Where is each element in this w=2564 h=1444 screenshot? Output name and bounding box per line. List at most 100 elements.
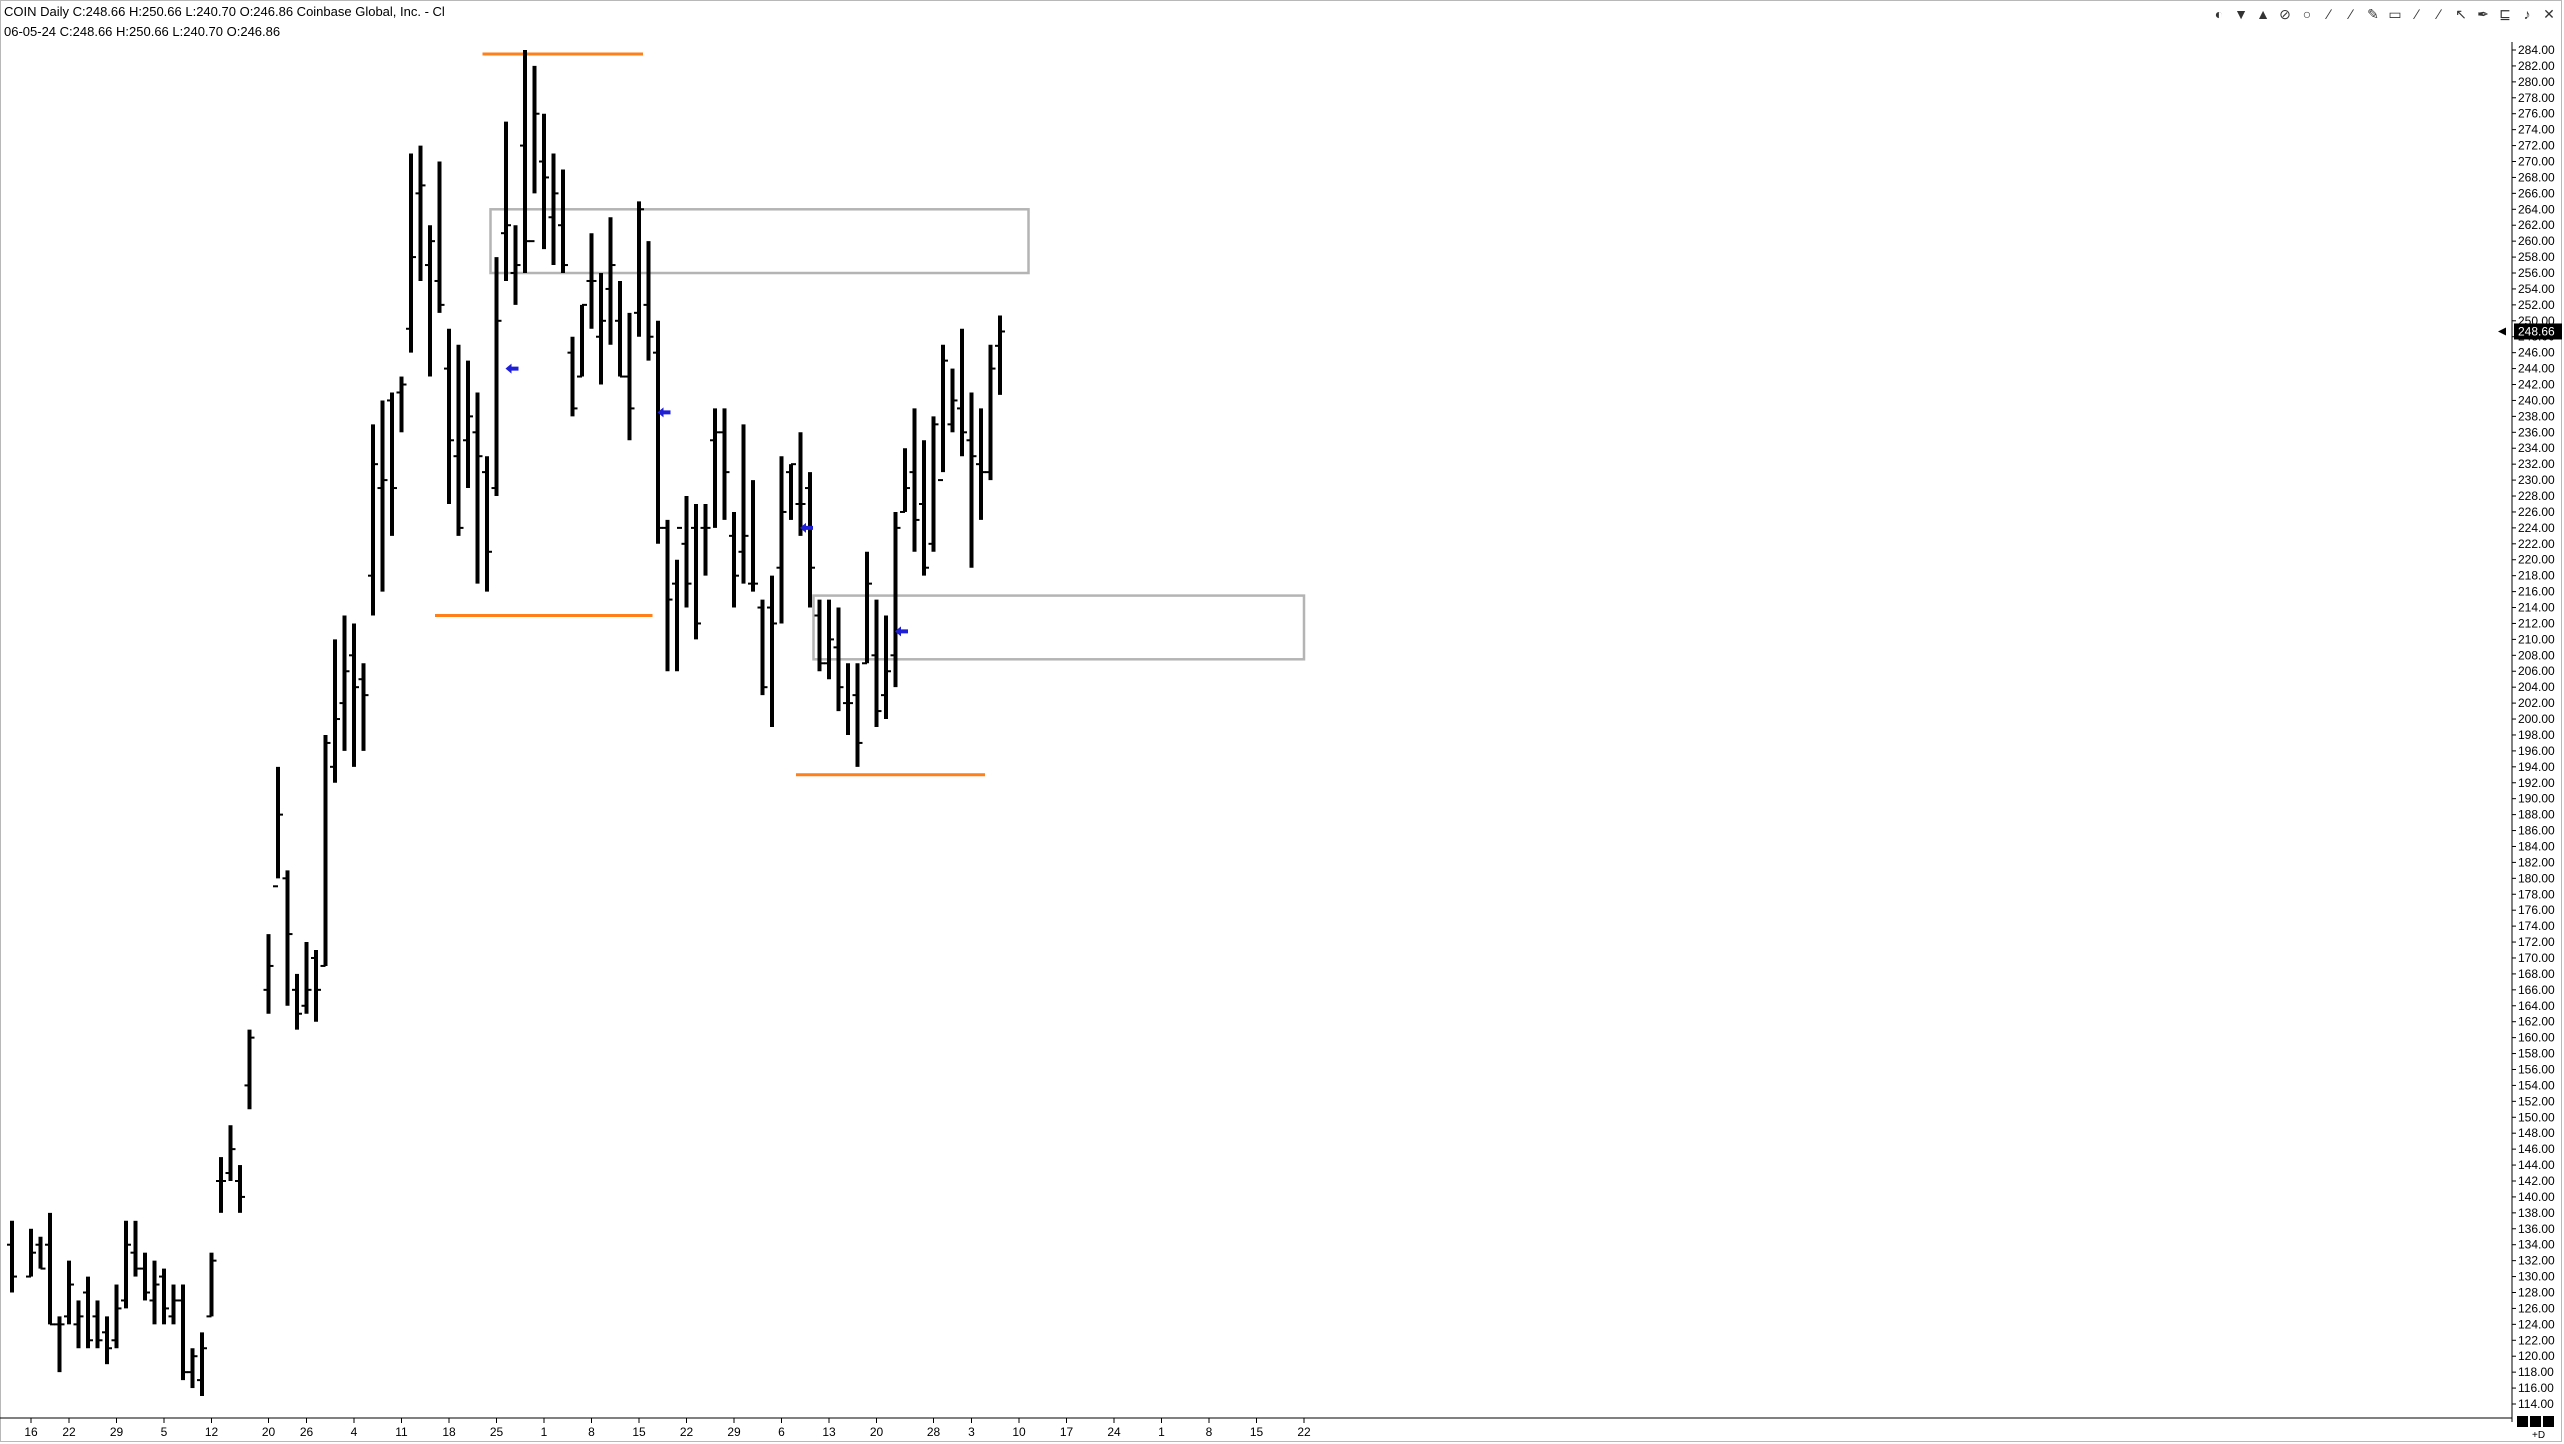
close-icon[interactable]: ✕: [2543, 6, 2555, 22]
price-tick-label: 188.00: [2518, 808, 2555, 822]
panel-medium-button[interactable]: [2530, 1416, 2541, 1427]
price-tick-label: 262.00: [2518, 218, 2555, 232]
time-tick-label: 22: [680, 1425, 694, 1439]
bracket-icon[interactable]: ⊑: [2499, 6, 2511, 22]
line-icon[interactable]: ∕: [2415, 6, 2419, 22]
price-tick-label: 160.00: [2518, 1031, 2555, 1045]
month-label: Feb: [134, 1442, 156, 1444]
price-tick-label: 258.00: [2518, 250, 2555, 264]
time-tick-label: 22: [1297, 1425, 1311, 1439]
price-tick-label: 166.00: [2518, 983, 2555, 997]
time-tick-label: 1: [1158, 1425, 1165, 1439]
panel-large-button[interactable]: [2543, 1416, 2554, 1427]
time-tick-label: 29: [727, 1425, 741, 1439]
time-tick-label: 20: [870, 1425, 884, 1439]
price-tick-label: 232.00: [2518, 457, 2555, 471]
palette-icon[interactable]: ◐: [2214, 6, 2224, 22]
price-tick-label: 170.00: [2518, 951, 2555, 965]
chart-title: COIN Daily C:248.66 H:250.66 L:240.70 O:…: [4, 4, 445, 19]
time-tick-label: 4: [351, 1425, 358, 1439]
price-tick-label: 200.00: [2518, 712, 2555, 726]
time-tick-label: 8: [1206, 1425, 1213, 1439]
line-icon[interactable]: ∕: [2437, 6, 2441, 22]
price-tick-label: 282.00: [2518, 59, 2555, 73]
price-tick-label: 154.00: [2518, 1078, 2555, 1092]
price-tick-label: 212.00: [2518, 616, 2555, 630]
time-tick-label: 6: [778, 1425, 785, 1439]
line-icon[interactable]: ∕: [2349, 6, 2353, 22]
timeframe-label[interactable]: +D: [2532, 1430, 2546, 1441]
price-tick-label: 152.00: [2518, 1094, 2555, 1108]
circle-icon[interactable]: ○: [2302, 6, 2312, 22]
chart-subtitle: 06-05-24 C:248.66 H:250.66 L:240.70 O:24…: [4, 24, 281, 39]
time-tick-label: 29: [110, 1425, 124, 1439]
price-tick-label: 128.00: [2518, 1285, 2555, 1299]
signal-arrow-icon: [895, 626, 908, 637]
time-tick-label: 15: [1250, 1425, 1264, 1439]
signal-arrow-icon: [505, 363, 519, 374]
price-tick-label: 140.00: [2518, 1190, 2555, 1204]
price-tick-label: 228.00: [2518, 489, 2555, 503]
rectangle-icon[interactable]: ▭: [2388, 6, 2402, 22]
price-tick-label: 280.00: [2518, 75, 2555, 89]
supply-demand-zone: [812, 594, 1306, 661]
price-tick-label: 126.00: [2518, 1301, 2555, 1315]
price-tick-label: 180.00: [2518, 871, 2555, 885]
price-tick-label: 260.00: [2518, 234, 2555, 248]
price-tick-label: 276.00: [2518, 107, 2555, 121]
price-tick-label: 114.00: [2518, 1397, 2554, 1411]
time-tick-label: 10: [1012, 1425, 1026, 1439]
price-tick-label: 120.00: [2518, 1349, 2555, 1363]
bell-icon[interactable]: ♪: [2523, 6, 2531, 22]
last-price-pointer-icon: [2498, 327, 2506, 336]
price-tick-label: 234.00: [2518, 441, 2555, 455]
arrow-up-icon[interactable]: ▲: [2256, 6, 2270, 22]
price-tick-label: 244.00: [2518, 362, 2555, 376]
arrow-down-icon[interactable]: ▼: [2234, 6, 2248, 22]
price-tick-label: 274.00: [2518, 123, 2555, 137]
month-label: May: [741, 1442, 766, 1444]
time-tick-label: 20: [262, 1425, 276, 1439]
pencil-icon[interactable]: ✎: [2367, 6, 2379, 22]
price-tick-label: 206.00: [2518, 664, 2555, 678]
time-tick-label: 16: [24, 1425, 38, 1439]
signal-arrow-icon: [657, 407, 671, 418]
drawing-toolbar: ◐ ▼ ▲ ⊘ ○ ∕ ∕ ✎ ▭ ∕ ∕ ↖ ✒ ⊑ ♪ ✕: [2210, 4, 2558, 24]
signal-arrow-icon: [800, 522, 813, 533]
price-tick-label: 184.00: [2518, 839, 2555, 853]
time-tick-label: 8: [588, 1425, 595, 1439]
price-tick-label: 218.00: [2518, 569, 2555, 583]
price-tick-label: 208.00: [2518, 648, 2555, 662]
price-tick-label: 164.00: [2518, 999, 2555, 1013]
price-tick-label: 124.00: [2518, 1317, 2555, 1331]
price-tick-label: 236.00: [2518, 425, 2555, 439]
cursor-icon[interactable]: ↖: [2455, 6, 2467, 22]
price-tick-label: 246.00: [2518, 346, 2555, 360]
price-tick-label: 168.00: [2518, 967, 2555, 981]
price-tick-label: 216.00: [2518, 585, 2555, 599]
no-entry-icon[interactable]: ⊘: [2279, 6, 2291, 22]
price-tick-label: 222.00: [2518, 537, 2555, 551]
time-tick-label: 17: [1060, 1425, 1074, 1439]
price-tick-label: 264.00: [2518, 202, 2555, 216]
panel-small-button[interactable]: [2517, 1416, 2528, 1427]
time-tick-label: 5: [161, 1425, 168, 1439]
price-tick-label: 268.00: [2518, 170, 2555, 184]
month-label: Jun: [961, 1442, 982, 1444]
price-tick-label: 190.00: [2518, 792, 2555, 806]
price-tick-label: 220.00: [2518, 553, 2555, 567]
price-tick-label: 278.00: [2518, 91, 2555, 105]
price-tick-label: 182.00: [2518, 855, 2555, 869]
panel-size-buttons[interactable]: [2517, 1416, 2554, 1427]
price-tick-label: 174.00: [2518, 919, 2555, 933]
price-tick-label: 156.00: [2518, 1062, 2555, 1076]
month-label: Jul: [1153, 1442, 1170, 1444]
brush-icon[interactable]: ✒: [2477, 6, 2489, 22]
line-icon[interactable]: ∕: [2327, 6, 2331, 22]
price-tick-label: 272.00: [2518, 139, 2555, 153]
price-tick-label: 146.00: [2518, 1142, 2555, 1156]
supply-demand-zone: [489, 208, 1030, 275]
time-tick-label: 25: [490, 1425, 504, 1439]
